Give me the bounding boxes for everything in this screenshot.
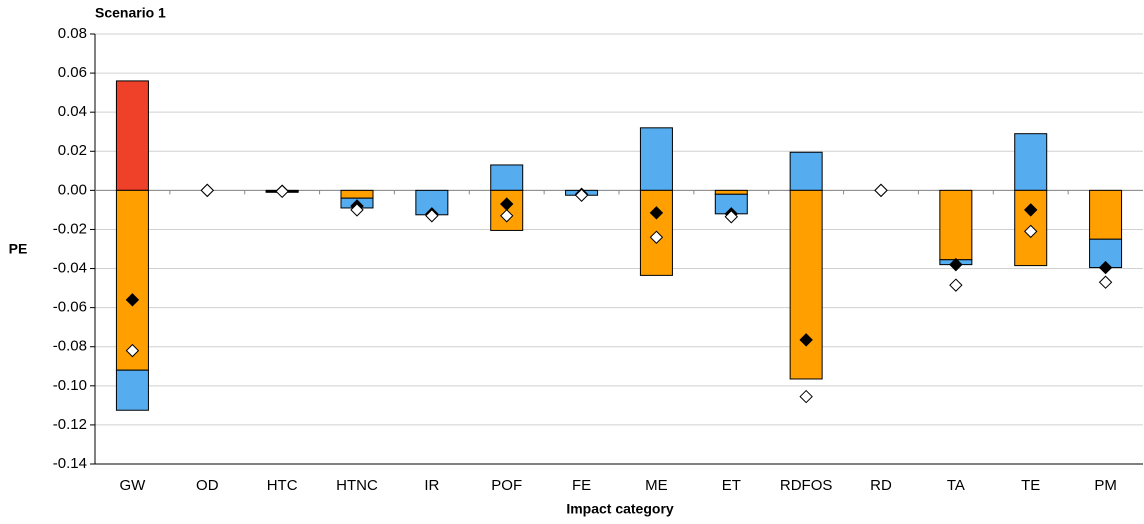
diamond-marker: [949, 257, 963, 272]
y-tick-label: -0.10: [53, 377, 87, 394]
bar-segment: [115, 80, 149, 191]
x-tick-label: IR: [424, 477, 439, 494]
diamond-marker: [1098, 260, 1113, 275]
bar-segment: [714, 189, 748, 195]
diamond-marker: [1024, 203, 1038, 217]
diamond-marker: [874, 183, 888, 198]
x-tick-label: POF: [491, 477, 522, 494]
diamond-marker: [649, 230, 664, 244]
bar-segment: [115, 369, 149, 411]
diamond-marker: [350, 203, 364, 217]
diamond-marker: [1098, 275, 1113, 289]
x-tick-label: GW: [120, 477, 147, 494]
y-tick-label: -0.06: [53, 299, 87, 316]
y-tick-label: 0.04: [58, 103, 87, 120]
bar-segment: [789, 151, 823, 191]
diamond-marker: [275, 184, 289, 199]
x-tick-label: TE: [1021, 477, 1040, 494]
y-tick-label: -0.02: [53, 220, 87, 237]
x-tick-label: RD: [870, 477, 892, 494]
diamond-marker: [649, 206, 664, 220]
bar-segment: [490, 164, 524, 191]
y-tick-label: -0.08: [53, 338, 87, 355]
x-tick-label: FE: [572, 477, 591, 494]
y-tick-label: -0.14: [53, 455, 87, 472]
y-tick-label: -0.12: [53, 416, 87, 433]
x-tick-label: ME: [645, 477, 668, 494]
bar-segment: [1089, 189, 1123, 240]
bar-segment: [1089, 238, 1123, 269]
x-axis-label: Impact category: [566, 501, 674, 517]
diamond-marker: [200, 183, 214, 198]
y-tick-label: 0.02: [58, 142, 87, 159]
x-tick-label: PM: [1094, 477, 1117, 494]
diamond-marker: [125, 343, 140, 358]
diamond-marker: [724, 210, 738, 224]
bar-segment: [939, 189, 973, 261]
bar-segment: [340, 189, 374, 199]
diamond-marker: [799, 389, 813, 404]
x-tick-label: TA: [947, 477, 965, 494]
y-tick-label: 0.00: [58, 181, 87, 198]
diamond-marker: [949, 278, 963, 292]
x-tick-label: ET: [722, 477, 741, 494]
bar-segment: [1014, 133, 1048, 191]
x-tick-label: OD: [196, 477, 219, 494]
diamond-marker: [425, 209, 439, 223]
chart-title: Scenario 1: [95, 5, 166, 21]
y-tick-label: 0.08: [58, 25, 87, 42]
x-tick-label: HTC: [267, 477, 298, 494]
bar-segment: [789, 189, 823, 380]
diamond-marker: [574, 188, 589, 202]
bar-segment: [115, 189, 149, 371]
diamond-marker: [799, 333, 813, 347]
y-tick-label: 0.06: [58, 64, 87, 81]
y-tick-label: -0.04: [53, 260, 87, 277]
x-tick-label: HTNC: [336, 477, 378, 494]
x-tick-label: RDFOS: [780, 477, 833, 494]
diamond-marker: [125, 293, 140, 307]
diamond-marker: [500, 209, 514, 223]
y-axis-label: PE: [9, 241, 28, 257]
bar-segment: [639, 127, 673, 191]
diamond-marker: [1024, 224, 1038, 239]
